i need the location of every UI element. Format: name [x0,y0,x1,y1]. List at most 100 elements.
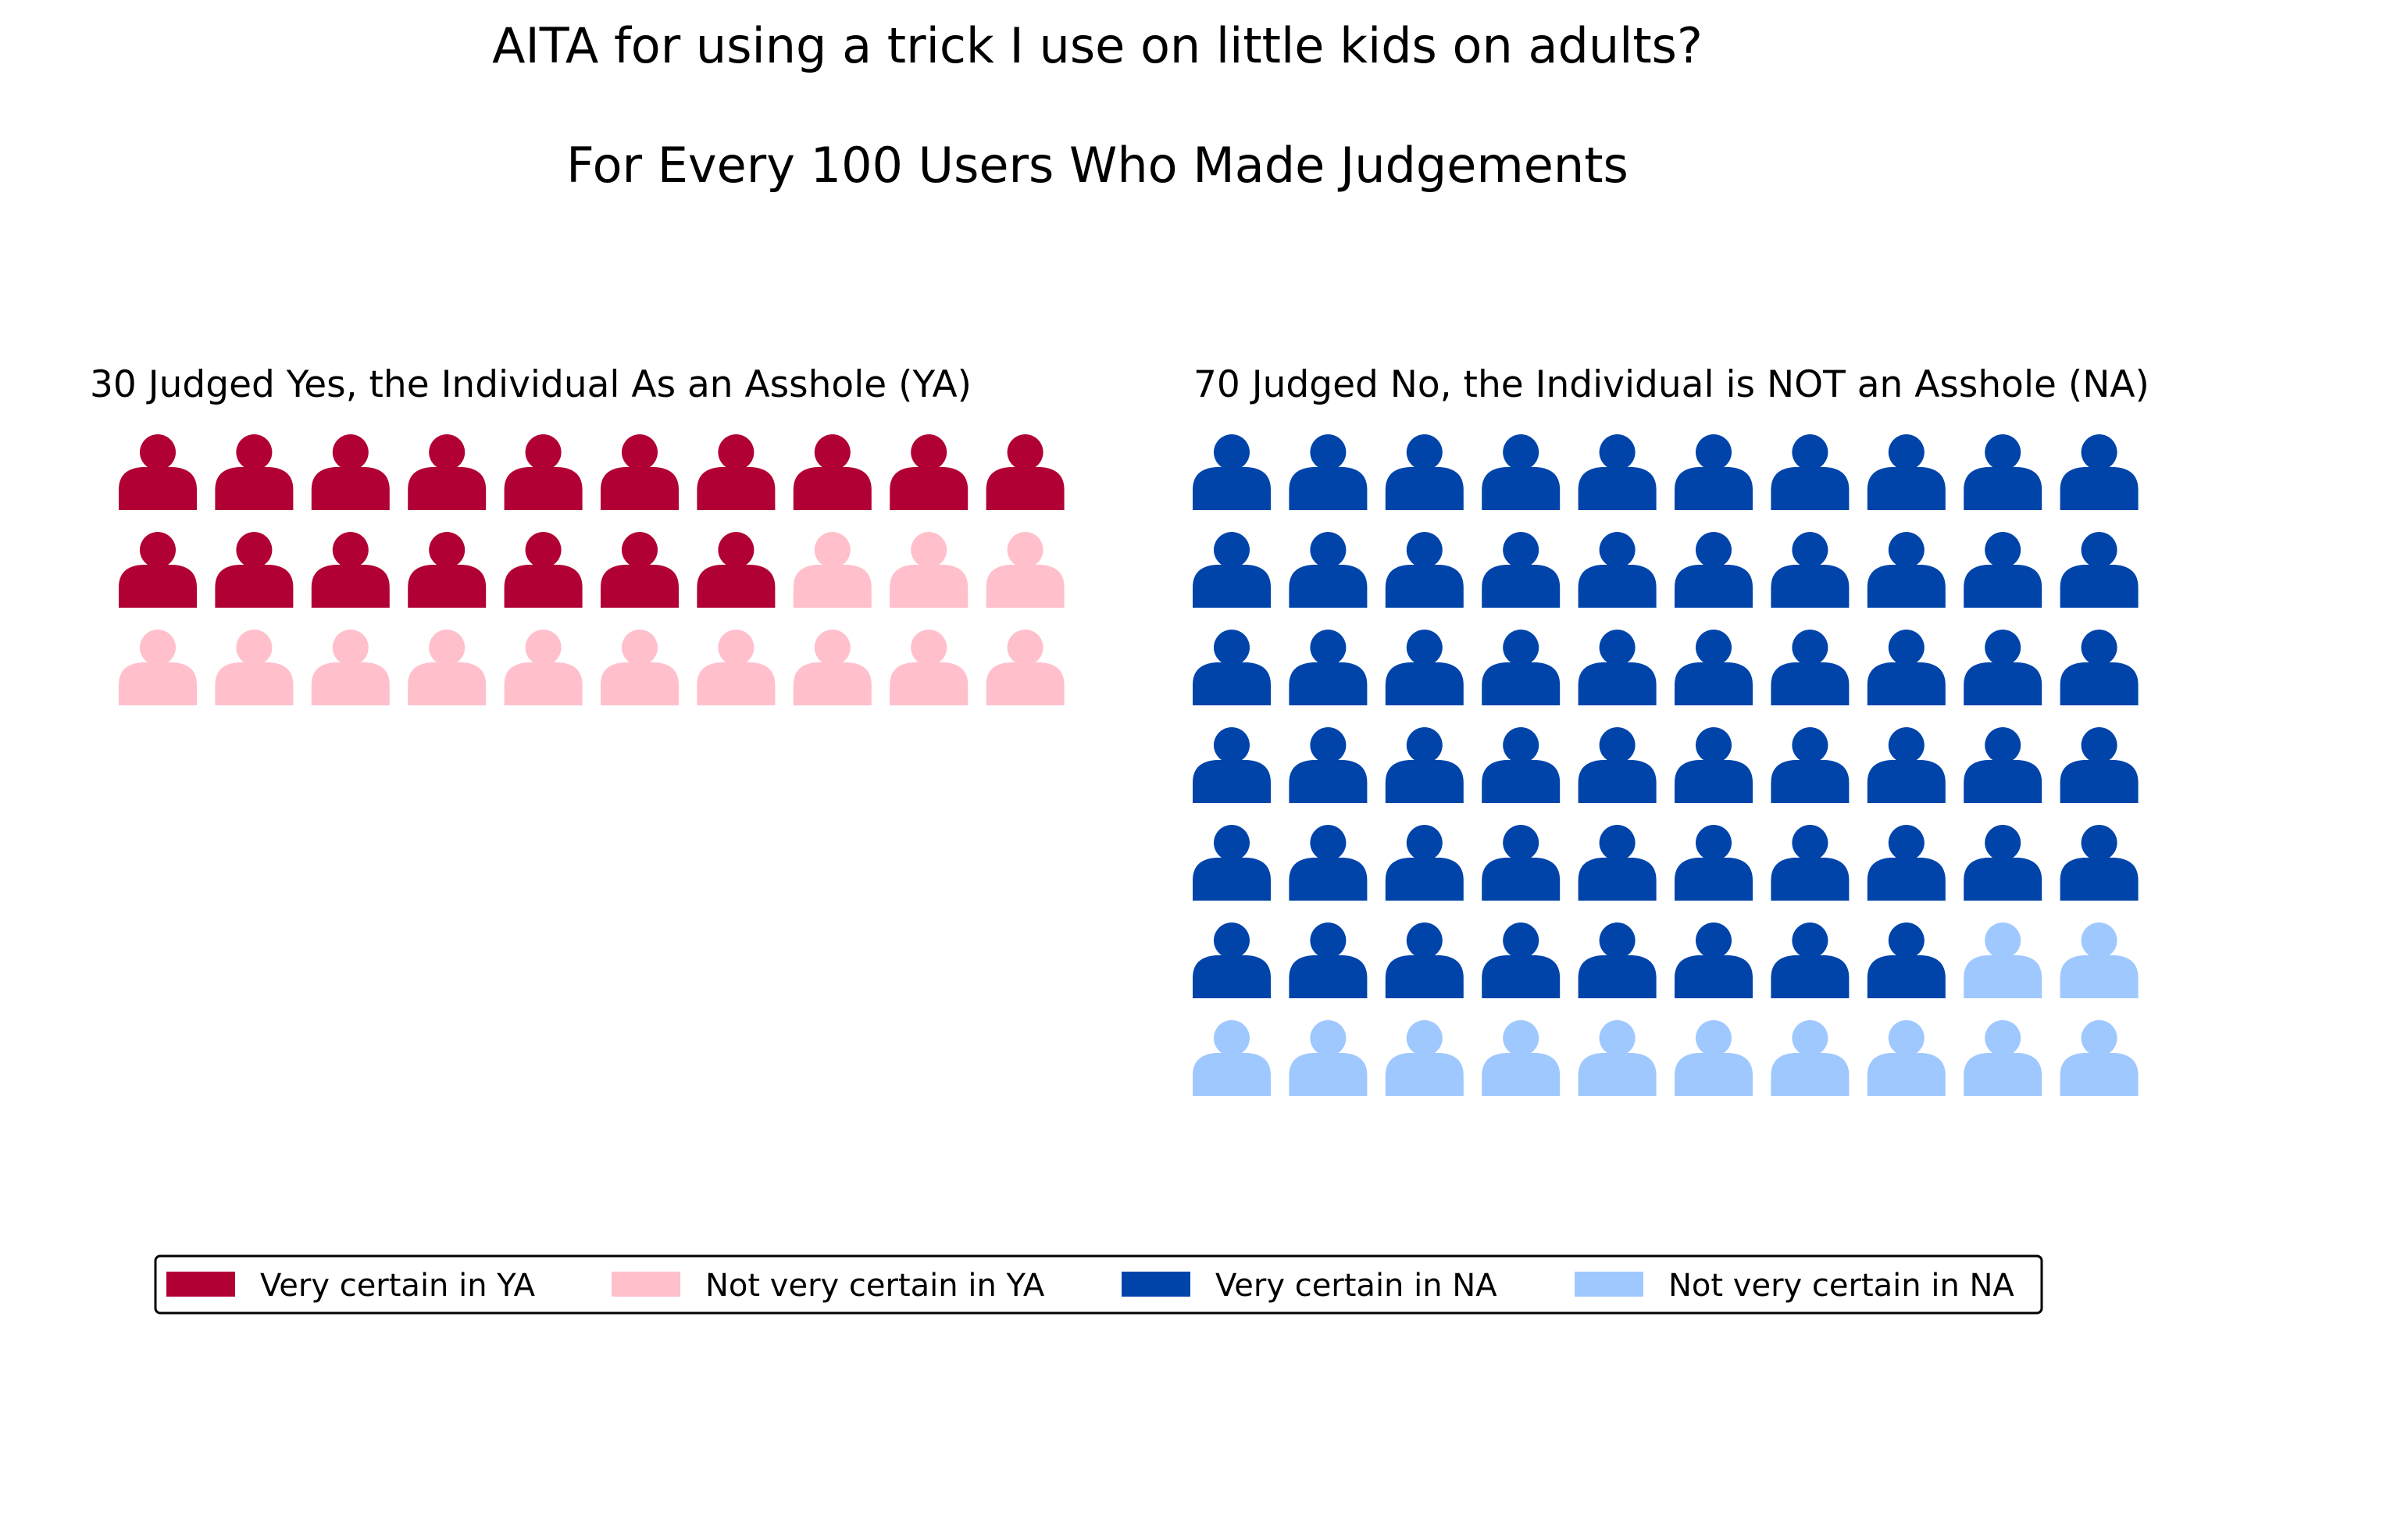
person-icon [1193,1020,1271,1096]
person-icon [1771,1020,1850,1096]
person-icon [1867,1020,1946,1096]
person-icon [311,630,390,705]
chart-title: AITA for using a trick I use on little k… [492,17,1703,74]
person-icon [890,630,969,705]
person-icon [986,630,1065,705]
person-icon [504,434,583,510]
person-icon [697,630,776,705]
icon-grid-ya [119,434,1065,705]
person-icon [1289,630,1368,705]
person-icon [2060,532,2139,608]
person-icon [1482,434,1561,510]
person-icon [311,434,390,510]
person-icon [1385,727,1464,803]
person-icon [1578,922,1657,998]
person-icon [408,532,487,608]
person-icon [1867,727,1946,803]
person-icon [2060,630,2139,705]
legend-swatch-not-very-certain-ya [612,1272,680,1297]
person-icon [1771,434,1850,510]
person-icon [1867,434,1946,510]
person-icon [1193,922,1271,998]
person-icon [1675,727,1753,803]
person-icon [1964,630,2042,705]
person-icon [1964,434,2042,510]
person-icon [890,434,969,510]
person-icon [1771,532,1850,608]
person-icon [1675,630,1753,705]
legend-label-very-certain-ya: Very certain in YA [260,1268,536,1304]
person-icon [1385,825,1464,901]
person-icon [1675,434,1753,510]
person-icon [1385,630,1464,705]
person-icon [1578,727,1657,803]
person-icon [1964,1020,2042,1096]
person-icon [1771,727,1850,803]
person-icon [793,630,872,705]
person-icon [1867,922,1946,998]
person-icon [601,532,679,608]
person-icon [215,532,294,608]
person-icon [215,630,294,705]
person-icon [504,532,583,608]
person-icon [890,532,969,608]
person-icon [119,630,197,705]
person-icon [986,532,1065,608]
person-icon [1578,1020,1657,1096]
person-icon [1289,825,1368,901]
person-icon [1964,727,2042,803]
person-icon [1771,922,1850,998]
person-icon [1867,532,1946,608]
person-icon [1675,532,1753,608]
person-icon [215,434,294,510]
person-icon [1482,1020,1561,1096]
person-icon [119,434,197,510]
person-icon [697,434,776,510]
legend-swatch-very-certain-ya [166,1272,235,1297]
person-icon [2060,1020,2139,1096]
person-icon [1578,532,1657,608]
person-icon [1482,630,1561,705]
chart-subtitle: For Every 100 Users Who Made Judgements [566,137,1629,194]
legend-swatch-very-certain-na [1122,1272,1190,1297]
person-icon [1482,825,1561,901]
person-icon [1578,434,1657,510]
person-icon [1289,727,1368,803]
person-icon [1675,1020,1753,1096]
person-icon [1964,922,2042,998]
person-icon [1482,727,1561,803]
person-icon [1578,825,1657,901]
person-icon [601,630,679,705]
person-icon [1867,630,1946,705]
person-icon [986,434,1065,510]
person-icon [1193,630,1271,705]
person-icon [1482,532,1561,608]
person-icon [1964,825,2042,901]
person-icon [2060,434,2139,510]
person-icon [1193,727,1271,803]
person-icon [1289,532,1368,608]
person-icon [1771,825,1850,901]
person-icon [1867,825,1946,901]
icon-grid-na [1193,434,2139,1096]
person-icon [1964,532,2042,608]
person-icon [1385,434,1464,510]
person-icon [2060,922,2139,998]
person-icon [1193,434,1271,510]
person-icon [793,532,872,608]
person-icon [1289,922,1368,998]
person-icon [1193,825,1271,901]
person-icon [311,532,390,608]
legend-label-very-certain-na: Very certain in NA [1215,1268,1497,1304]
person-icon [1675,922,1753,998]
person-icon [2060,727,2139,803]
person-icon [408,434,487,510]
person-icon [793,434,872,510]
legend-label-not-very-certain-ya: Not very certain in YA [705,1268,1045,1304]
legend-swatch-not-very-certain-na [1575,1272,1643,1297]
person-icon [697,532,776,608]
person-icon [504,630,583,705]
person-icon [1771,630,1850,705]
person-icon [1385,922,1464,998]
